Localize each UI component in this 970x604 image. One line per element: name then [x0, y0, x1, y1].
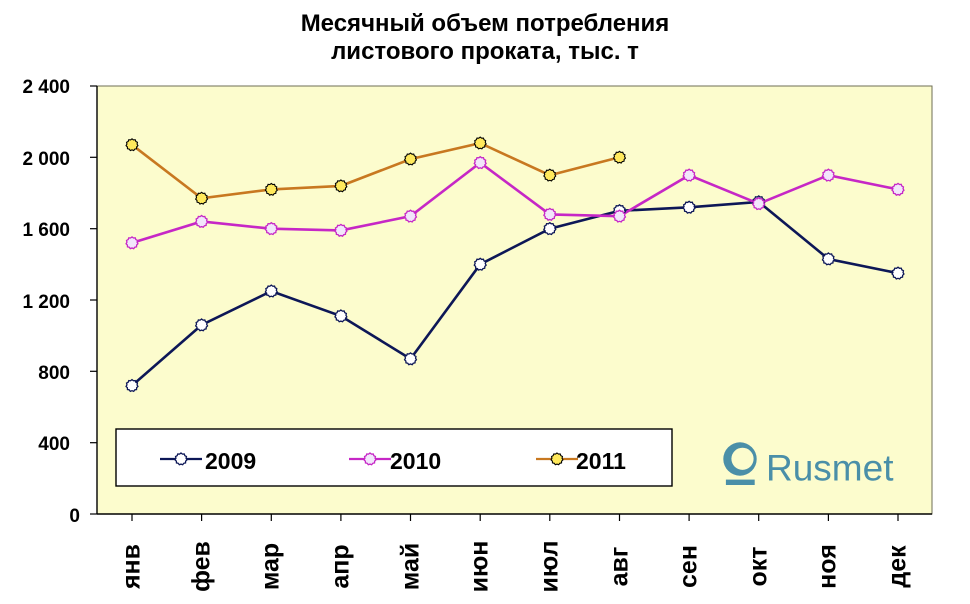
- svg-text:Rusmet: Rusmet: [766, 448, 894, 489]
